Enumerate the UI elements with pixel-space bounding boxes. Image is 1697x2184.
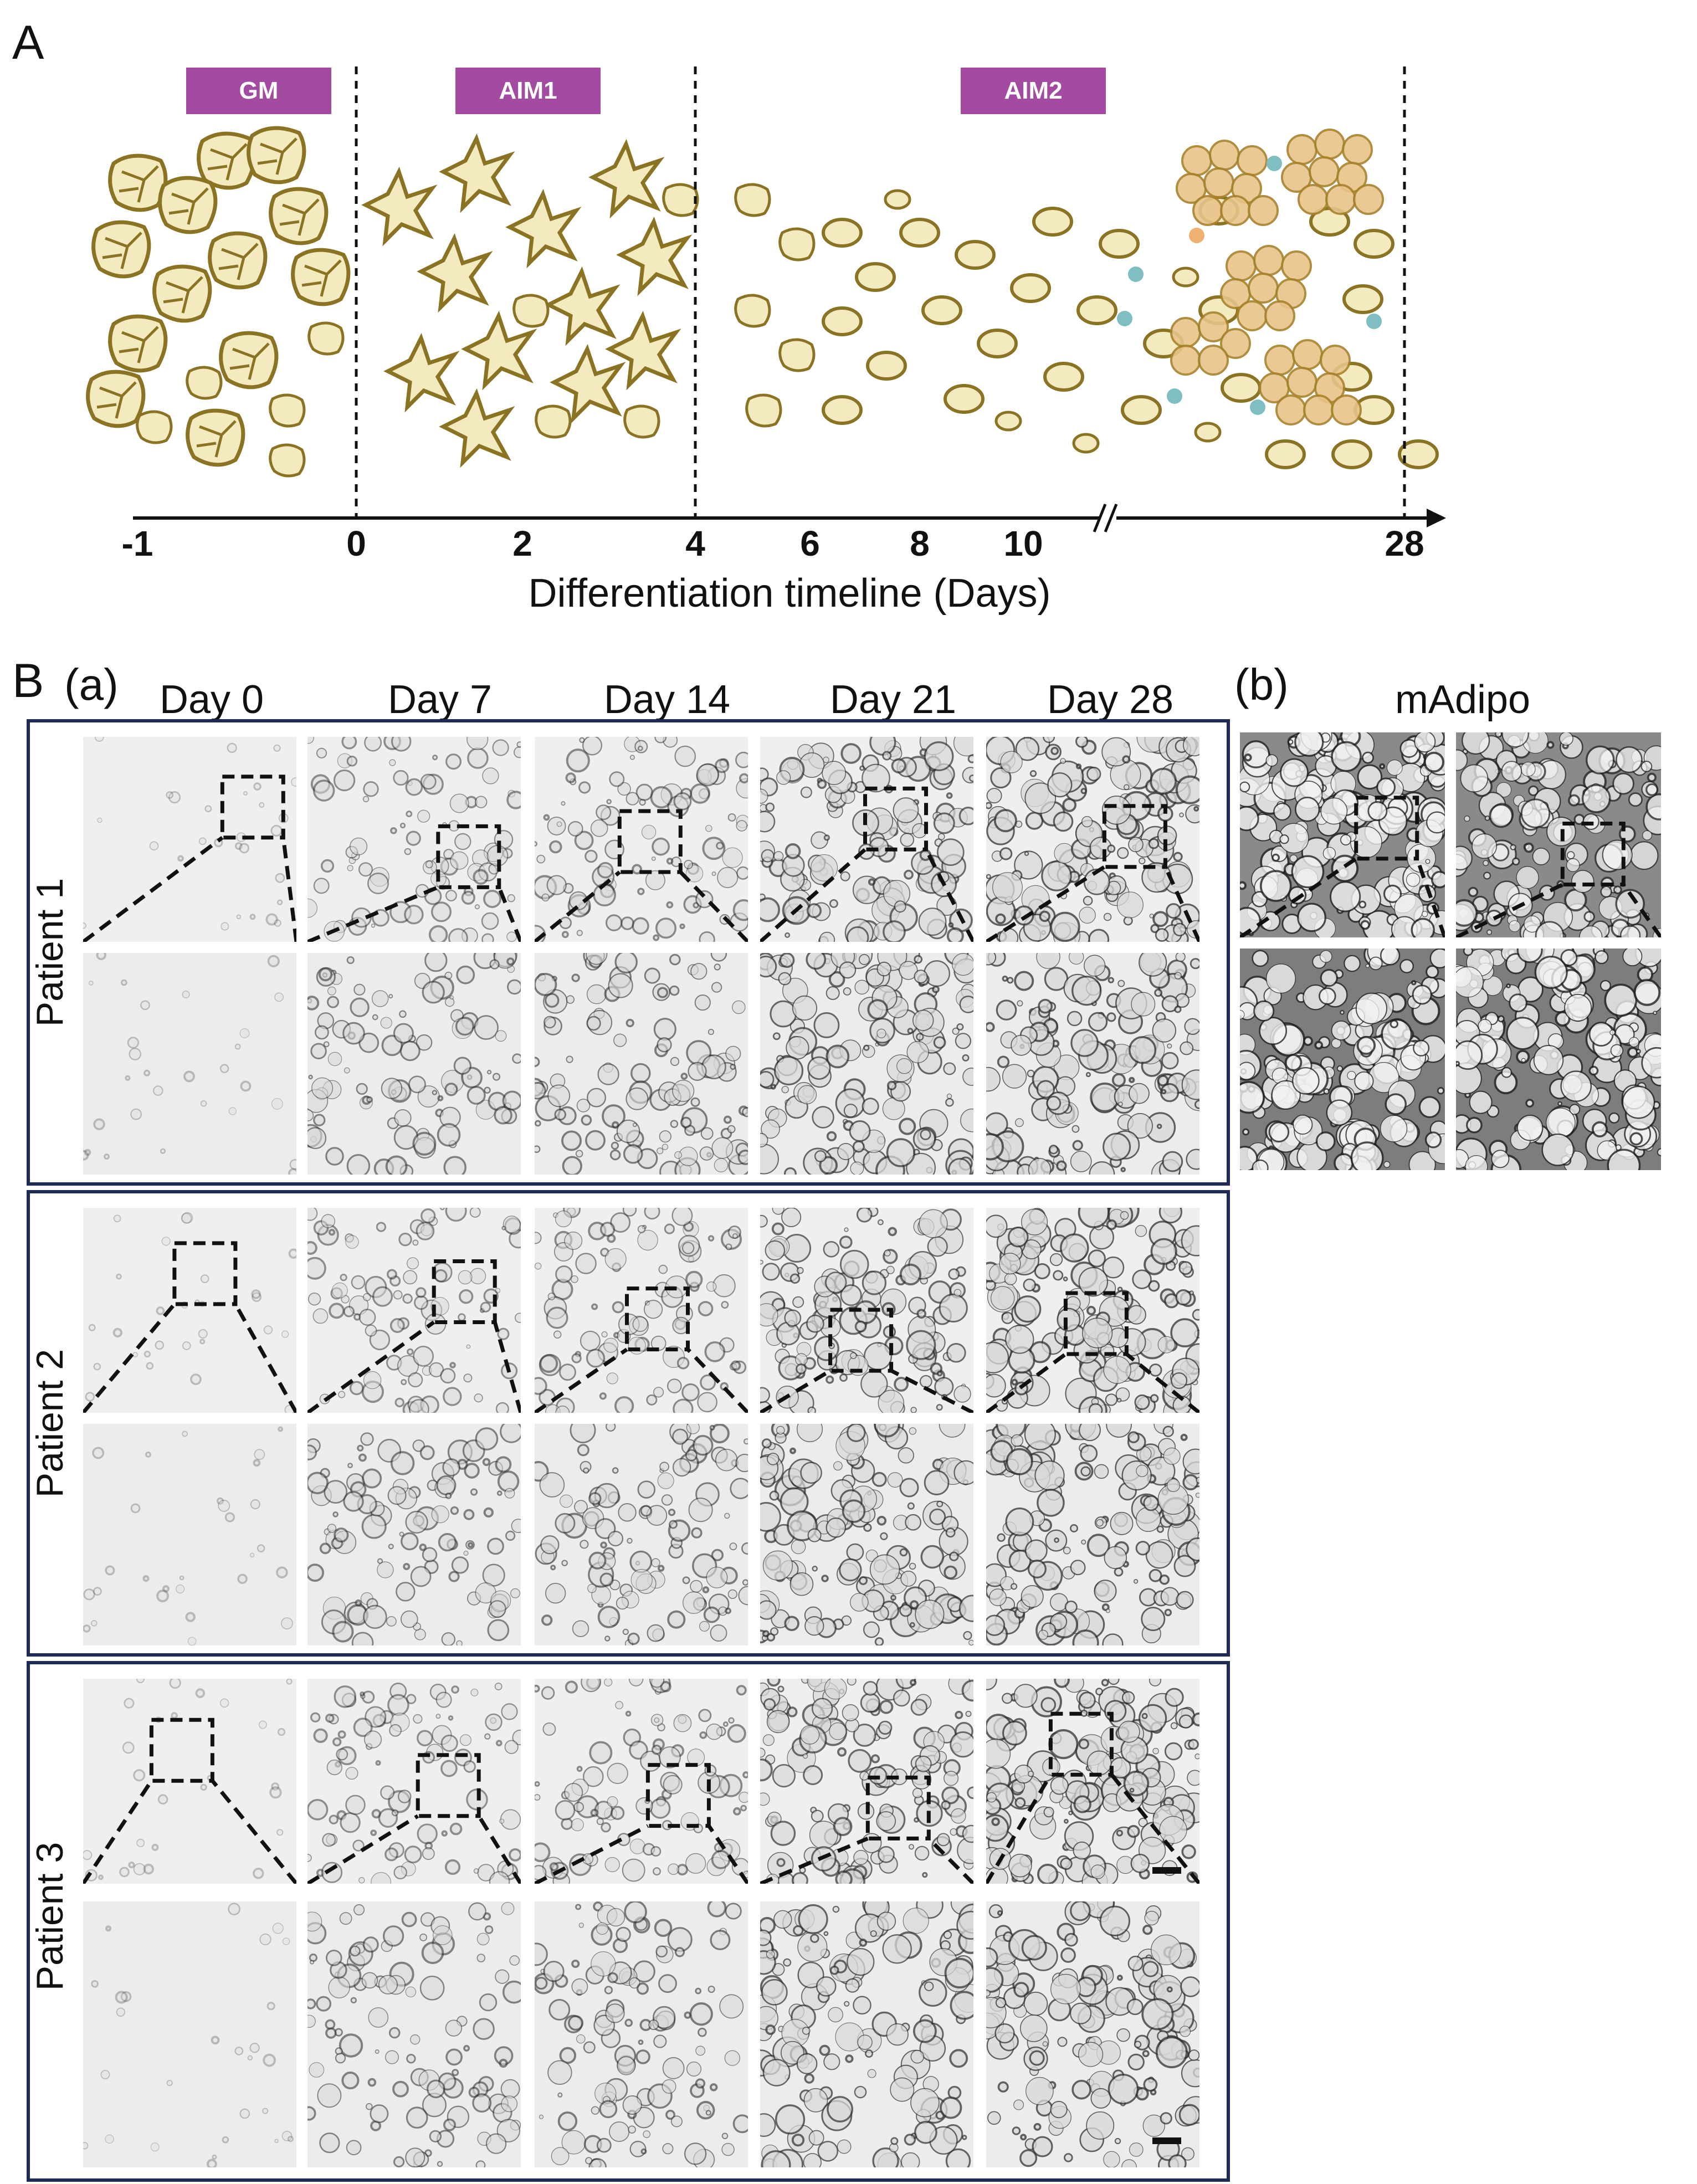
micrograph-p1-col0-overview — [83, 737, 296, 942]
madipo-overview-2 — [1456, 732, 1661, 937]
micrograph-p3-col2-overview — [535, 1679, 748, 1884]
micrograph-p1-col1-overview — [307, 737, 521, 942]
micrograph-p1-col3-zoom — [760, 953, 973, 1175]
micrograph-p3-col0-zoom — [83, 1901, 296, 2167]
madipo-zoom-1 — [1240, 949, 1445, 1170]
micrograph-p2-col2-overview — [535, 1208, 748, 1413]
day-label-28: Day 28 — [1047, 678, 1174, 722]
timeline-arrow — [1427, 509, 1446, 527]
micrograph-p2-col4-overview — [986, 1208, 1199, 1413]
micrograph-p3-col4-zoom — [986, 1901, 1199, 2167]
micrograph-p3-col1-overview — [307, 1679, 521, 1884]
micrograph-p3-col0-overview — [83, 1679, 296, 1884]
panel-b-sub-b: (b) — [1234, 660, 1289, 709]
day-label-0: Day 0 — [159, 678, 264, 722]
micrograph-p1-col4-zoom — [986, 953, 1199, 1175]
scale-bar-p3-bottom — [1152, 2137, 1181, 2144]
tick-28: 28 — [1385, 524, 1424, 563]
micrograph-p2-col4-zoom — [986, 1424, 1199, 1645]
tick-8: 8 — [910, 524, 930, 563]
micrograph-p1-col2-zoom — [535, 953, 748, 1175]
micrograph-p3-col3-overview — [760, 1679, 973, 1884]
micrograph-p2-col0-zoom — [83, 1424, 296, 1645]
micrograph-p2-col3-zoom — [760, 1424, 973, 1645]
madipo-title: mAdipo — [1394, 678, 1531, 722]
micrograph-p2-col2-zoom — [535, 1424, 748, 1645]
madipo-zoom-2 — [1456, 949, 1661, 1170]
tick-4: 4 — [685, 524, 705, 563]
panel-b-sub-a: (a) — [64, 660, 119, 709]
micrograph-p1-col2-overview — [535, 737, 748, 942]
panel-b-letter: B — [12, 654, 44, 708]
micrograph-p1-col3-overview — [760, 737, 973, 942]
patient-3-box — [27, 1661, 1230, 2182]
micrograph-p1-col4-overview — [986, 737, 1199, 942]
micrograph-p1-col1-zoom — [307, 953, 521, 1175]
tick-10: 10 — [1003, 524, 1043, 563]
phase-badge-gm: GM — [186, 68, 331, 114]
patient-2-box — [27, 1190, 1230, 1657]
micrograph-p1-col0-zoom — [83, 953, 296, 1175]
aim1-cells — [366, 139, 698, 463]
panel-a-letter: A — [12, 16, 44, 69]
differentiation-schematic — [0, 66, 1446, 535]
day-label-14: Day 14 — [603, 678, 731, 722]
aim2-cells — [736, 184, 1437, 468]
patient-2-label: Patient 2 — [29, 1349, 71, 1498]
phase-badge-aim2: AIM2 — [961, 68, 1106, 114]
scale-bar-p3-top — [1152, 1867, 1181, 1874]
patient-1-box — [27, 719, 1230, 1186]
day-label-21: Day 21 — [829, 678, 957, 722]
day-label-7: Day 7 — [387, 678, 493, 722]
mature-adipocyte-clusters — [1117, 129, 1384, 425]
micrograph-p2-col1-overview — [307, 1208, 521, 1413]
tick-6: 6 — [800, 524, 820, 563]
micrograph-p3-col2-zoom — [535, 1901, 748, 2167]
patient-3-label: Patient 3 — [29, 1842, 71, 1991]
phase-badge-aim1: AIM1 — [455, 68, 601, 114]
micrograph-p3-col3-zoom — [760, 1901, 973, 2167]
patient-1-label: Patient 1 — [29, 878, 71, 1027]
micrograph-p3-col4-overview — [986, 1679, 1199, 1884]
micrograph-p3-col1-zoom — [307, 1901, 521, 2167]
micrograph-p2-col1-zoom — [307, 1424, 521, 1645]
micrograph-p2-col3-overview — [760, 1208, 973, 1413]
madipo-overview-1 — [1240, 732, 1445, 937]
tick-2: 2 — [512, 524, 532, 563]
tick-minus1: -1 — [121, 524, 153, 563]
gm-cells — [88, 128, 348, 476]
micrograph-p2-col0-overview — [83, 1208, 296, 1413]
tick-0: 0 — [346, 524, 366, 563]
axis-title: Differentiation timeline (Days) — [528, 571, 1051, 616]
